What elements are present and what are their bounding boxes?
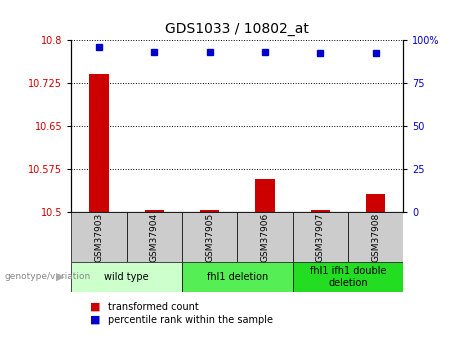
Text: fhl1 ifh1 double
deletion: fhl1 ifh1 double deletion xyxy=(310,266,386,288)
Text: GSM37905: GSM37905 xyxy=(205,213,214,262)
Text: ▶: ▶ xyxy=(56,272,65,282)
Bar xyxy=(293,212,348,262)
Text: ■: ■ xyxy=(90,302,100,312)
Text: GSM37906: GSM37906 xyxy=(260,213,270,262)
Text: wild type: wild type xyxy=(105,272,149,282)
Bar xyxy=(311,210,330,212)
Text: fhl1 deletion: fhl1 deletion xyxy=(207,272,268,282)
Text: ■: ■ xyxy=(90,315,100,325)
Text: GSM37904: GSM37904 xyxy=(150,213,159,262)
Bar xyxy=(293,262,403,292)
Text: transformed count: transformed count xyxy=(108,302,199,312)
Text: GSM37903: GSM37903 xyxy=(95,213,104,262)
Bar xyxy=(200,210,219,212)
Bar xyxy=(89,74,109,212)
Text: GSM37907: GSM37907 xyxy=(316,213,325,262)
Text: genotype/variation: genotype/variation xyxy=(5,272,91,282)
Bar xyxy=(145,210,164,212)
Text: percentile rank within the sample: percentile rank within the sample xyxy=(108,315,273,325)
Bar xyxy=(255,179,275,212)
Text: GSM37908: GSM37908 xyxy=(371,213,380,262)
Title: GDS1033 / 10802_at: GDS1033 / 10802_at xyxy=(165,22,309,36)
Bar xyxy=(237,212,293,262)
Bar xyxy=(366,194,385,212)
Bar xyxy=(127,212,182,262)
Bar xyxy=(348,212,403,262)
Bar xyxy=(71,262,182,292)
Bar xyxy=(182,212,237,262)
Bar xyxy=(71,212,127,262)
Bar xyxy=(182,262,293,292)
